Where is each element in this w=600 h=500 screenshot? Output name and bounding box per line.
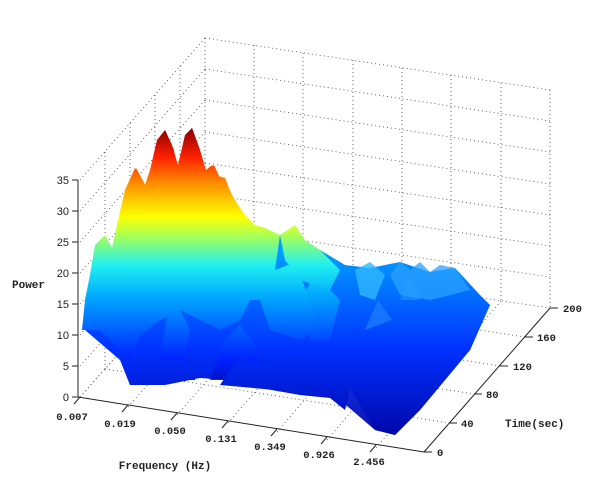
y-tick: 120 [513, 362, 532, 374]
x-tick: 0.926 [303, 450, 335, 462]
z-tick: 10 [57, 330, 69, 342]
frequency-axis: 0.007 0.019 0.050 0.131 0.349 0.926 2.45… [56, 396, 385, 473]
y-tick: 200 [563, 304, 582, 316]
x-tick: 0.007 [56, 412, 88, 424]
x-tick: 0.050 [154, 426, 186, 438]
x-tick: 0.349 [254, 442, 286, 454]
x-tick: 2.456 [353, 457, 385, 469]
z-axis-title: Power [12, 280, 45, 292]
x-tick: 0.019 [104, 419, 136, 431]
z-tick: 0 [63, 392, 69, 404]
time-axis: 0 40 80 120 160 200 Time(sec) [424, 304, 582, 460]
power-axis: 35 30 25 20 15 10 5 0 Power [12, 175, 78, 404]
y-tick: 160 [537, 333, 556, 345]
z-tick: 35 [57, 175, 69, 187]
z-tick: 5 [63, 361, 69, 373]
z-tick: 30 [57, 206, 69, 218]
z-tick: 25 [57, 237, 69, 249]
x-tick: 0.131 [205, 434, 237, 446]
z-tick: 15 [57, 299, 69, 311]
y-tick: 0 [437, 448, 443, 460]
y-tick: 40 [461, 419, 474, 431]
y-tick: 80 [486, 390, 499, 402]
y-axis-title: Time(sec) [505, 419, 564, 431]
axes [77, 180, 551, 453]
back-wall-grid [204, 37, 551, 309]
z-tick: 20 [57, 268, 69, 280]
surface [82, 128, 490, 435]
x-axis-title: Frequency (Hz) [119, 461, 211, 473]
